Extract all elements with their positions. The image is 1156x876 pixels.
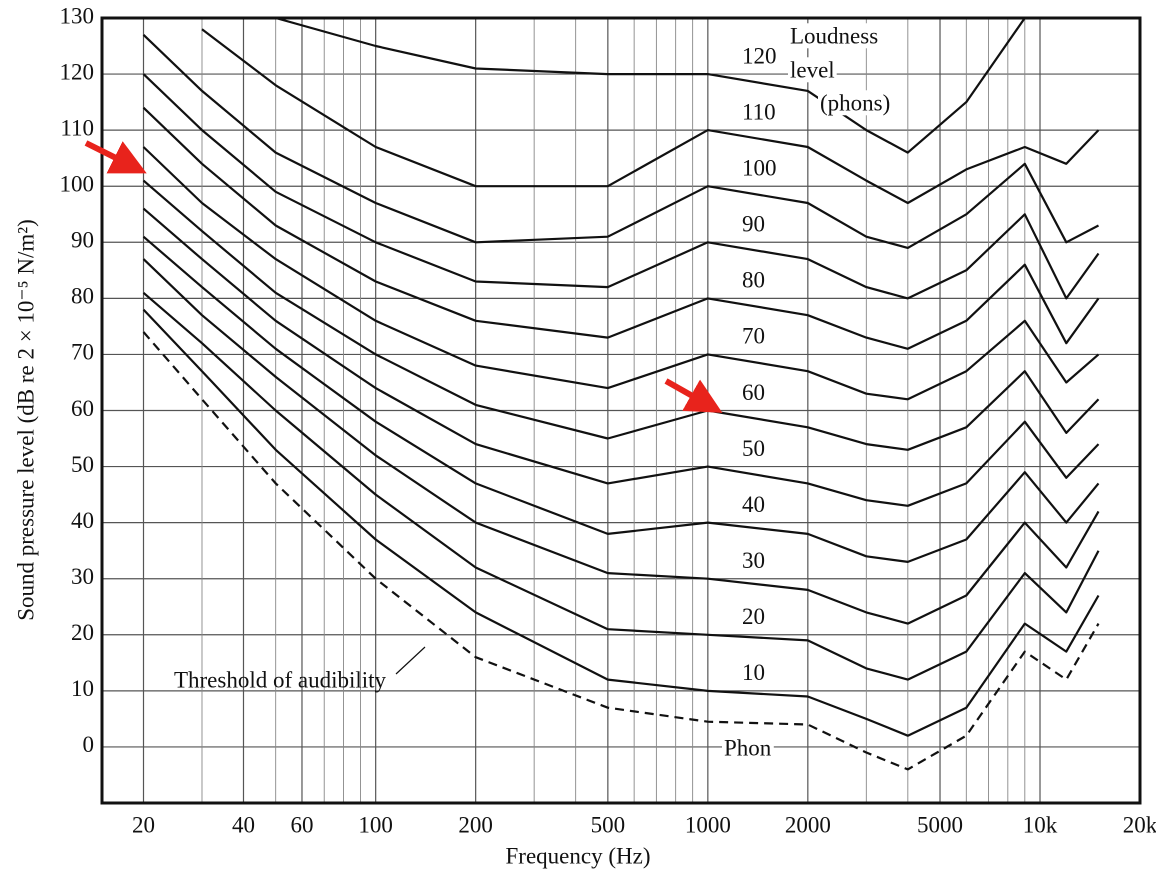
legend-title: (phons) (820, 90, 890, 115)
x-tick-label: 200 (458, 812, 493, 837)
y-tick-label: 0 (83, 732, 95, 757)
x-tick-label: 100 (358, 812, 393, 837)
x-tick-label: 20k (1123, 812, 1156, 837)
y-tick-label: 110 (60, 115, 94, 140)
x-tick-label: 40 (232, 812, 255, 837)
y-tick-label: 10 (71, 676, 94, 701)
series-label: 60 (742, 380, 765, 405)
label-bg (740, 99, 778, 125)
label-bg (740, 323, 767, 349)
label-bg (722, 735, 774, 761)
contour-line (142, 207, 1100, 507)
y-tick-label: 20 (71, 620, 94, 645)
x-tick-label: 20 (132, 812, 155, 837)
series-label: 10 (742, 660, 765, 685)
labels: 0 10 20 30 40 50 60 70 80 90 100 110 120 130 20 40 60 100… (60, 3, 1156, 837)
label-bg (740, 155, 779, 181)
y-tick-label: 100 (60, 171, 95, 196)
contour-line (275, 18, 1026, 154)
contour-line (142, 258, 1100, 625)
red-arrow (84, 140, 147, 174)
y-tick-label: 40 (71, 508, 94, 533)
label-bg (740, 547, 767, 573)
x-tick-label: 10k (1023, 812, 1058, 837)
threshold-pointer (395, 646, 426, 675)
plot-border (100, 16, 1142, 805)
series-label: 50 (742, 436, 765, 461)
label-bg (740, 491, 767, 517)
series-label: 70 (742, 324, 765, 349)
annotation: Phon (724, 735, 772, 760)
series-label: 120 (742, 43, 777, 68)
y-tick-label: 50 (71, 452, 94, 477)
contour-line (142, 179, 1100, 451)
label-bg (740, 660, 767, 686)
series-label: 20 (742, 604, 765, 629)
series-label: 100 (742, 155, 777, 180)
y-tick-label: 60 (71, 396, 94, 421)
red-arrow (664, 378, 723, 413)
series-label: 110 (742, 99, 776, 124)
contour-line (142, 308, 1100, 737)
y-tick-label: 30 (71, 564, 94, 589)
x-tick-label: 60 (290, 812, 313, 837)
x-tick-label: 5000 (917, 812, 963, 837)
x-tick-label: 500 (591, 812, 626, 837)
x-tick-label: 2000 (785, 812, 831, 837)
contour-line (142, 73, 1100, 300)
label-bg (818, 90, 893, 116)
threshold-line (142, 331, 1100, 771)
contour-line (142, 34, 1100, 249)
x-tick-label: 1000 (685, 812, 731, 837)
label-bg (740, 211, 767, 237)
series-label: Threshold of audibility (174, 667, 387, 692)
x-axis-title: Frequency (Hz) (506, 843, 651, 868)
y-tick-label: 90 (71, 228, 94, 253)
series-label: 90 (742, 212, 765, 237)
contour-line (142, 106, 1100, 350)
contour-line (201, 28, 1100, 205)
contour-line (142, 146, 1100, 401)
label-bg (740, 379, 767, 405)
label-bg (788, 23, 881, 49)
y-tick-label: 130 (60, 3, 95, 28)
plot-lines (142, 18, 1100, 771)
y-tick-label: 70 (71, 340, 94, 365)
label-bg (788, 57, 837, 83)
label-bg (740, 435, 767, 461)
series-label: 30 (742, 548, 765, 573)
legend-title: level (790, 57, 835, 82)
contour-line (142, 235, 1100, 563)
label-bg (740, 43, 779, 69)
legend-title: Loudness (790, 23, 878, 48)
contour-line (142, 291, 1100, 681)
series-label: 80 (742, 268, 765, 293)
label-bg (740, 267, 767, 293)
y-tick-label: 120 (60, 59, 95, 84)
y-tick-label: 80 (71, 284, 94, 309)
y-axis-title: Sound pressure level (dB re 2 × 10⁻⁵ N/m… (13, 219, 38, 621)
series-label: 40 (742, 492, 765, 517)
label-bg (740, 604, 767, 630)
